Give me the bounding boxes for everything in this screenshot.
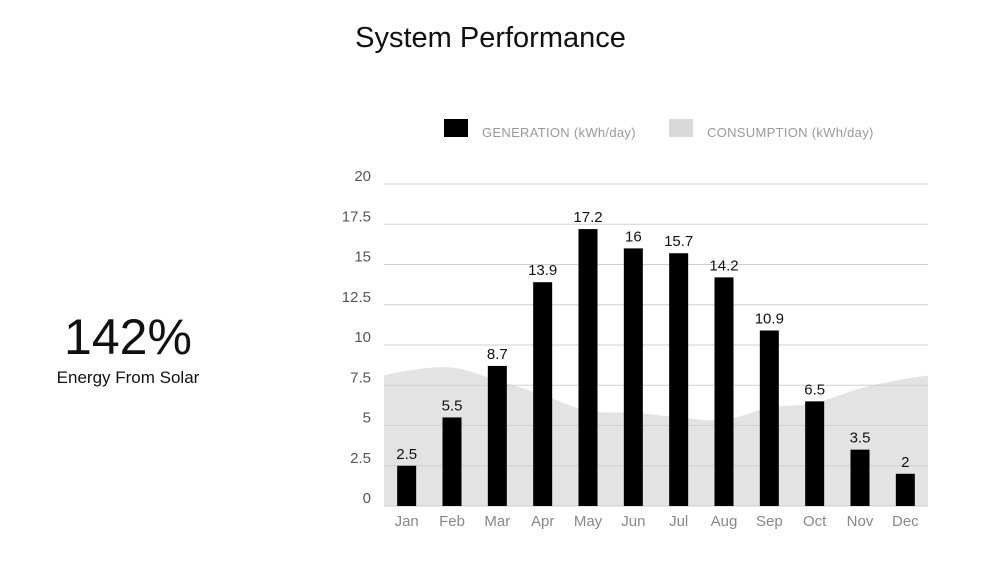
generation-bar: [669, 253, 689, 506]
x-tick-label: Mar: [484, 513, 510, 530]
legend-label-consumption: CONSUMPTION (kWh/day): [707, 125, 874, 140]
data-label: 8.7: [487, 346, 508, 363]
legend-label-generation: GENERATION (kWh/day): [482, 125, 636, 140]
y-tick-label: 12.5: [342, 289, 371, 306]
kpi-label: Energy From Solar: [56, 368, 200, 387]
x-tick-label: Sep: [756, 513, 783, 530]
generation-bar: [623, 248, 643, 506]
data-label: 16: [625, 228, 642, 245]
generation-bar: [397, 465, 417, 506]
generation-bar: [850, 449, 870, 506]
generation-bar: [805, 401, 825, 506]
data-label: 2.5: [396, 446, 417, 463]
data-label: 13.9: [528, 262, 557, 279]
chart-title: System Performance: [0, 22, 981, 55]
generation-bar: [895, 473, 915, 506]
x-tick-label: Dec: [892, 513, 919, 530]
generation-bar: [759, 330, 779, 506]
generation-bar: [487, 365, 507, 506]
x-tick-label: Jun: [621, 513, 645, 530]
data-label: 5.5: [442, 397, 463, 414]
solar-kpi: 142% Energy From Solar: [40, 308, 216, 388]
consumption-area: [384, 367, 928, 506]
y-tick-label: 20: [354, 168, 371, 185]
legend-swatch-consumption: [669, 119, 693, 137]
generation-bar: [533, 282, 553, 506]
data-label: 10.9: [755, 311, 784, 328]
y-tick-label: 5: [363, 410, 371, 427]
y-tick-label: 7.5: [350, 369, 371, 386]
chart-title-text: System Performance: [355, 22, 626, 54]
generation-bar: [578, 229, 598, 506]
x-tick-label: Jan: [395, 513, 419, 530]
x-tick-label: Jul: [669, 513, 688, 530]
x-tick-label: Feb: [439, 513, 465, 530]
data-label: 14.2: [709, 257, 738, 274]
y-tick-label: 15: [354, 249, 371, 266]
x-tick-label: May: [574, 513, 603, 530]
generation-bar: [714, 277, 734, 506]
y-tick-label: 10: [354, 329, 371, 346]
x-tick-label: Apr: [531, 513, 554, 530]
kpi-value: 142%: [64, 309, 192, 365]
y-tick-label: 17.5: [342, 208, 371, 225]
x-tick-label: Oct: [803, 513, 827, 530]
legend-swatch-generation: [444, 119, 468, 137]
y-tick-label: 0: [363, 490, 371, 507]
x-tick-label: Nov: [847, 513, 874, 530]
data-label: 3.5: [850, 430, 871, 447]
data-label: 15.7: [664, 233, 693, 250]
data-label: 17.2: [573, 209, 602, 226]
y-tick-label: 2.5: [350, 450, 371, 467]
data-label: 2: [901, 454, 909, 471]
generation-bar: [442, 417, 462, 506]
data-label: 6.5: [804, 381, 825, 398]
x-tick-label: Aug: [711, 513, 738, 530]
